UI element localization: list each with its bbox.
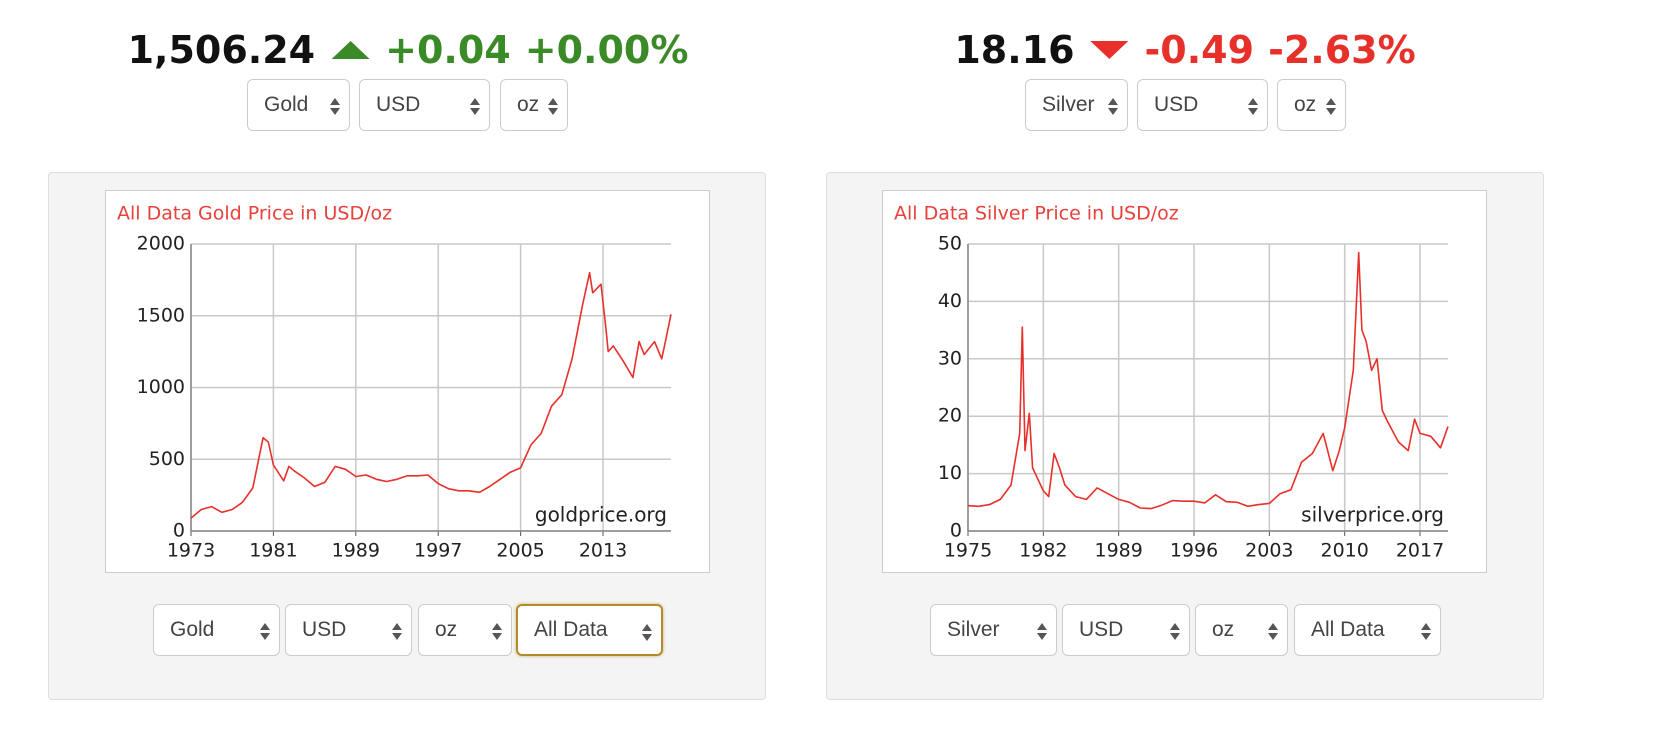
y-tick-label: 40 bbox=[938, 290, 962, 312]
x-tick-label: 1996 bbox=[1170, 540, 1218, 562]
watermark: silverprice.org bbox=[1301, 503, 1444, 527]
chart: All Data Silver Price in USD/oz 0 10 20 30 40… bbox=[894, 203, 1449, 562]
x-tick-label: 1982 bbox=[1019, 540, 1067, 562]
x-tick-label: 1973 bbox=[167, 540, 215, 562]
x-tick-label: 2010 bbox=[1321, 540, 1369, 562]
price: 1,506.24 bbox=[127, 28, 316, 72]
change-pct: +0.00% bbox=[524, 28, 689, 72]
unit-select[interactable]: oz bbox=[418, 604, 512, 656]
change-pct: -2.63% bbox=[1268, 28, 1416, 72]
y-tick-label: 0 bbox=[173, 520, 185, 542]
x-tick-label: 1975 bbox=[944, 540, 992, 562]
chart-title: All Data Silver Price in USD/oz bbox=[894, 203, 1179, 225]
x-tick-label: 2017 bbox=[1396, 540, 1444, 562]
metal-select[interactable]: Silver bbox=[930, 604, 1057, 656]
y-tick-label: 10 bbox=[938, 462, 962, 484]
y-tick-label: 500 bbox=[149, 448, 185, 470]
price: 18.16 bbox=[954, 28, 1075, 72]
chart-title: All Data Gold Price in USD/oz bbox=[117, 203, 392, 225]
down-arrow bbox=[1090, 41, 1129, 59]
up-arrow bbox=[331, 41, 370, 59]
range-select[interactable]: All Data bbox=[1294, 604, 1441, 656]
y-tick-label: 1500 bbox=[137, 304, 185, 326]
metal-select[interactable]: Gold bbox=[153, 604, 280, 656]
x-tick-label: 2005 bbox=[496, 540, 544, 562]
price-line bbox=[190, 271, 672, 519]
x-tick-label: 2013 bbox=[579, 540, 627, 562]
silver-ticker: 18.16 -0.49 -2.63% bbox=[954, 24, 1415, 76]
x-tick-label: 1981 bbox=[249, 540, 297, 562]
x-tick-label: 1997 bbox=[414, 540, 462, 562]
chart-frame: All Data Gold Price in USD/oz 0 500 1000 150… bbox=[105, 190, 710, 573]
metal-select[interactable]: Gold bbox=[247, 79, 350, 131]
change: -0.49 bbox=[1144, 28, 1255, 72]
unit-select[interactable]: oz bbox=[1277, 79, 1346, 131]
metal-select[interactable]: Silver bbox=[1025, 79, 1128, 131]
y-tick-label: 2000 bbox=[137, 233, 185, 255]
y-tick-label: 20 bbox=[938, 405, 962, 427]
price-line bbox=[967, 251, 1449, 510]
x-tick-label: 1989 bbox=[1094, 540, 1142, 562]
change: +0.04 bbox=[385, 28, 511, 72]
watermark: goldprice.org bbox=[535, 503, 667, 527]
currency-select[interactable]: USD bbox=[359, 79, 490, 131]
unit-select[interactable]: oz bbox=[1195, 604, 1288, 656]
currency-select[interactable]: USD bbox=[1137, 79, 1268, 131]
chart: All Data Gold Price in USD/oz 0 500 1000 150… bbox=[117, 203, 672, 562]
currency-select[interactable]: USD bbox=[1062, 604, 1190, 656]
y-tick-label: 1000 bbox=[137, 376, 185, 398]
currency-select[interactable]: USD bbox=[285, 604, 412, 656]
x-tick-label: 1989 bbox=[332, 540, 380, 562]
chart-frame: All Data Silver Price in USD/oz 0 10 20 30 40… bbox=[882, 190, 1487, 573]
y-tick-label: 30 bbox=[938, 347, 962, 369]
range-select[interactable]: All Data bbox=[516, 604, 663, 656]
unit-select[interactable]: oz bbox=[500, 79, 568, 131]
y-tick-label: 50 bbox=[938, 233, 962, 255]
x-tick-label: 2003 bbox=[1245, 540, 1293, 562]
y-tick-label: 0 bbox=[950, 520, 962, 542]
gold-ticker: 1,506.24 +0.04 +0.00% bbox=[128, 24, 689, 76]
